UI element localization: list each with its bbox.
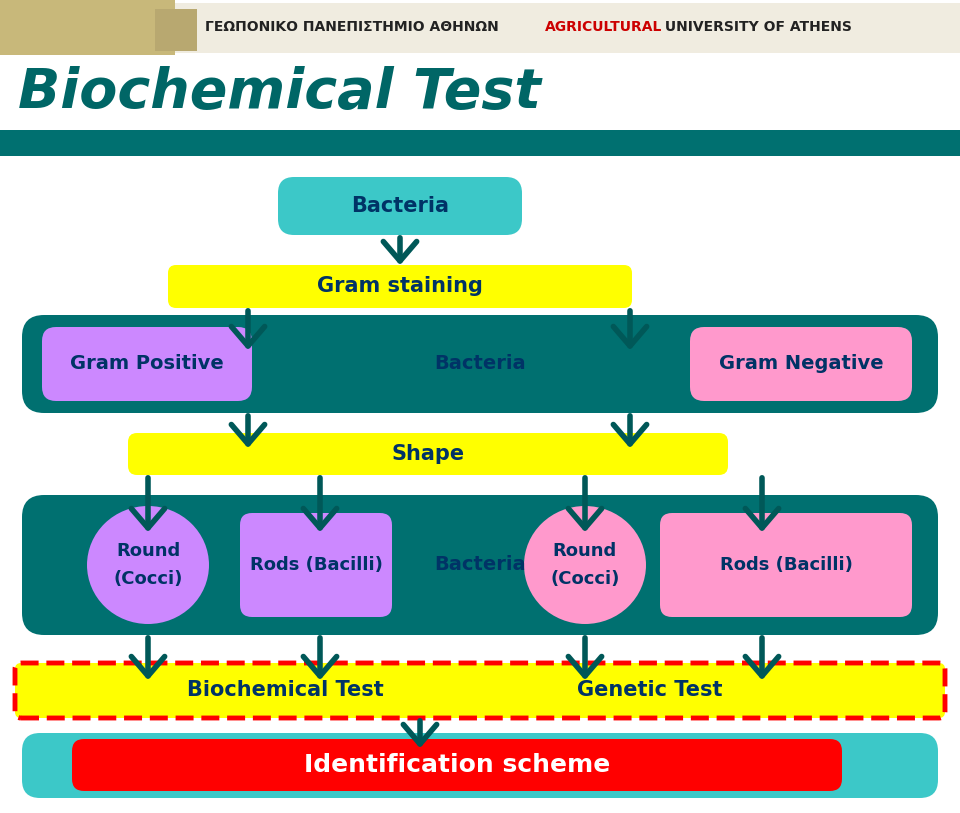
FancyBboxPatch shape xyxy=(660,513,912,617)
Text: Identification scheme: Identification scheme xyxy=(304,753,611,777)
Text: Gram staining: Gram staining xyxy=(317,276,483,297)
Text: UNIVERSITY OF ATHENS: UNIVERSITY OF ATHENS xyxy=(660,20,852,34)
FancyBboxPatch shape xyxy=(22,315,938,413)
Ellipse shape xyxy=(524,506,646,624)
Text: Bacteria: Bacteria xyxy=(434,354,526,373)
Text: Gram Positive: Gram Positive xyxy=(70,354,224,373)
Text: Round: Round xyxy=(553,542,617,560)
FancyBboxPatch shape xyxy=(15,663,945,718)
FancyBboxPatch shape xyxy=(278,177,522,235)
Text: Gram Negative: Gram Negative xyxy=(719,354,883,373)
Text: Genetic Test: Genetic Test xyxy=(577,680,723,701)
FancyBboxPatch shape xyxy=(22,495,938,635)
FancyBboxPatch shape xyxy=(22,733,938,798)
Text: (Cocci): (Cocci) xyxy=(113,570,182,588)
Text: Bacteria: Bacteria xyxy=(351,196,449,216)
Bar xyxy=(0,130,960,156)
Text: AGRICULTURAL: AGRICULTURAL xyxy=(545,20,662,34)
FancyBboxPatch shape xyxy=(72,739,842,791)
Text: Round: Round xyxy=(116,542,180,560)
Text: Bacteria: Bacteria xyxy=(434,555,526,575)
Bar xyxy=(155,9,197,51)
Bar xyxy=(0,0,175,55)
Text: Biochemical Test: Biochemical Test xyxy=(186,680,383,701)
FancyBboxPatch shape xyxy=(168,265,632,308)
FancyBboxPatch shape xyxy=(690,327,912,401)
Text: Shape: Shape xyxy=(392,444,465,464)
FancyBboxPatch shape xyxy=(42,327,252,401)
Text: Rods (Bacilli): Rods (Bacilli) xyxy=(720,556,852,574)
Ellipse shape xyxy=(87,506,209,624)
Text: ΓΕΩΠΟΝΙΚΟ ΠΑΝΕΠΙΣΤΗΜΙΟ ΑΘΗΝΩΝ: ΓΕΩΠΟΝΙΚΟ ΠΑΝΕΠΙΣΤΗΜΙΟ ΑΘΗΝΩΝ xyxy=(205,20,499,34)
Bar xyxy=(175,3,960,53)
Text: Rods (Bacilli): Rods (Bacilli) xyxy=(250,556,382,574)
Text: Biochemical Test: Biochemical Test xyxy=(18,66,540,120)
FancyBboxPatch shape xyxy=(240,513,392,617)
Text: (Cocci): (Cocci) xyxy=(550,570,620,588)
FancyBboxPatch shape xyxy=(128,433,728,475)
